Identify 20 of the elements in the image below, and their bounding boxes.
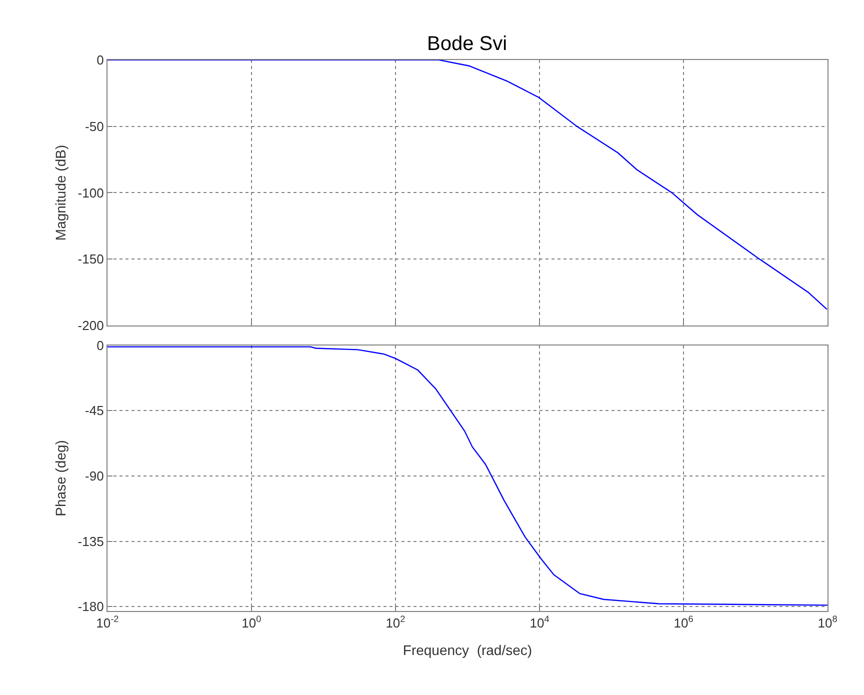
- x-tick-label: 10$^{6}$: [674, 614, 694, 631]
- x-axis-title: Frequency (rad/sec): [402, 642, 532, 658]
- y-tick-label: 0: [96, 52, 104, 68]
- y-tick-label: -200: [78, 318, 104, 334]
- x-tick-label: 10$^{4}$: [530, 614, 550, 631]
- y-tick-label: 0: [96, 338, 104, 353]
- y-tick-label: -90: [85, 468, 104, 484]
- y-tick-label: -180: [78, 599, 104, 614]
- y-tick-label: -45: [85, 403, 104, 418]
- y-axis-title: Phase (deg): [52, 440, 68, 516]
- x-tick-label: 10$^{8}$: [818, 614, 838, 631]
- y-tick-label: -50: [85, 118, 104, 134]
- x-tick-label: 10$^{2}$: [386, 614, 406, 631]
- y-tick-label: -135: [78, 534, 104, 549]
- y-tick-label: -100: [78, 185, 104, 200]
- x-tick-label: 10$^{0}$: [242, 614, 262, 631]
- chart-title: Bode Svi: [427, 33, 508, 55]
- y-axis-title: Magnitude (dB): [52, 144, 68, 241]
- y-tick-label: -150: [78, 252, 104, 267]
- x-tick-label: 10$^{-2}$: [96, 614, 119, 631]
